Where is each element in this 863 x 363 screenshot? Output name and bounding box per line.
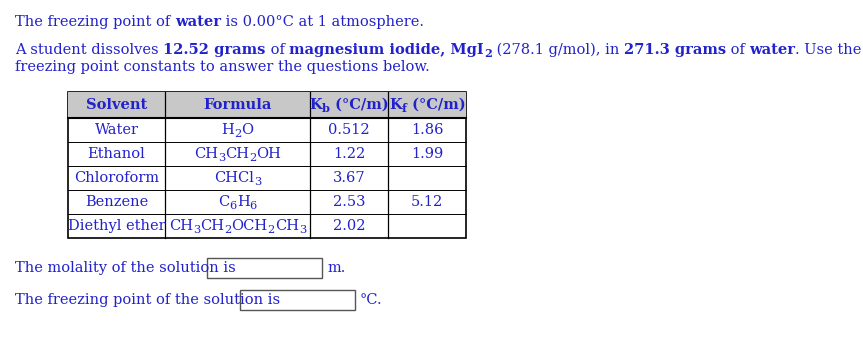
Text: H: H	[236, 195, 249, 209]
Text: 3.67: 3.67	[333, 171, 365, 185]
Text: 3: 3	[299, 225, 306, 236]
Text: is 0.00°C at 1 atmosphere.: is 0.00°C at 1 atmosphere.	[221, 15, 424, 29]
Text: Chloroform: Chloroform	[74, 171, 159, 185]
Text: 2: 2	[224, 225, 231, 236]
Text: magnesium iodide, MgI: magnesium iodide, MgI	[289, 43, 484, 57]
Text: 0.512: 0.512	[328, 123, 370, 137]
Text: m.: m.	[327, 261, 345, 275]
Bar	[68, 92, 466, 118]
Text: 5.12: 5.12	[411, 195, 443, 209]
Text: 3: 3	[217, 154, 225, 163]
Text: 3: 3	[254, 178, 261, 187]
Text: water: water	[749, 43, 795, 57]
Text: Solvent: Solvent	[86, 98, 147, 112]
Text: 2.02: 2.02	[333, 219, 365, 233]
Text: OCH: OCH	[231, 219, 268, 233]
Text: Formula: Formula	[204, 98, 272, 112]
Text: Benzene: Benzene	[85, 195, 148, 209]
Text: The freezing point of the solution is: The freezing point of the solution is	[15, 293, 280, 307]
Text: 2: 2	[268, 225, 274, 236]
Text: C: C	[218, 195, 230, 209]
Text: f: f	[401, 102, 406, 114]
Text: H: H	[222, 123, 234, 137]
Text: of: of	[726, 43, 749, 57]
Text: CH: CH	[200, 219, 224, 233]
Text: K: K	[389, 98, 401, 112]
Text: CH: CH	[225, 147, 249, 161]
Text: CH: CH	[194, 147, 217, 161]
Text: K: K	[309, 98, 322, 112]
Text: A student dissolves: A student dissolves	[15, 43, 163, 57]
Text: CH: CH	[169, 219, 193, 233]
Text: 6: 6	[230, 201, 236, 211]
Text: The freezing point of: The freezing point of	[15, 15, 175, 29]
Bar	[240, 290, 355, 310]
Text: 12.52 grams: 12.52 grams	[163, 43, 266, 57]
Text: CH: CH	[274, 219, 299, 233]
Bar	[68, 92, 466, 238]
Text: 2: 2	[249, 154, 256, 163]
Text: 1.22: 1.22	[333, 147, 365, 161]
Text: freezing point constants to answer the questions below.: freezing point constants to answer the q…	[15, 60, 430, 74]
Text: 1.86: 1.86	[411, 123, 444, 137]
Text: °C.: °C.	[360, 293, 382, 307]
Text: 2.53: 2.53	[333, 195, 365, 209]
Text: OH: OH	[256, 147, 281, 161]
Text: of: of	[266, 43, 289, 57]
Text: The molality of the solution is: The molality of the solution is	[15, 261, 236, 275]
Text: (°C/m): (°C/m)	[406, 98, 465, 112]
Text: 271.3 grams: 271.3 grams	[624, 43, 726, 57]
Text: 2: 2	[484, 48, 492, 59]
Text: 1.99: 1.99	[411, 147, 443, 161]
Text: water: water	[175, 15, 221, 29]
Bar	[207, 258, 322, 278]
Text: O: O	[242, 123, 254, 137]
Text: 3: 3	[193, 225, 200, 236]
Text: b: b	[322, 102, 330, 114]
Text: (278.1 g/mol), in: (278.1 g/mol), in	[492, 43, 624, 57]
Text: CHCl: CHCl	[214, 171, 254, 185]
Text: 2: 2	[234, 130, 242, 139]
Text: 6: 6	[249, 201, 257, 211]
Text: Ethanol: Ethanol	[88, 147, 145, 161]
Text: (°C/m): (°C/m)	[330, 98, 388, 112]
Text: Diethyl ether: Diethyl ether	[67, 219, 166, 233]
Text: . Use the table of boiling and: . Use the table of boiling and	[795, 43, 863, 57]
Text: Water: Water	[95, 123, 138, 137]
